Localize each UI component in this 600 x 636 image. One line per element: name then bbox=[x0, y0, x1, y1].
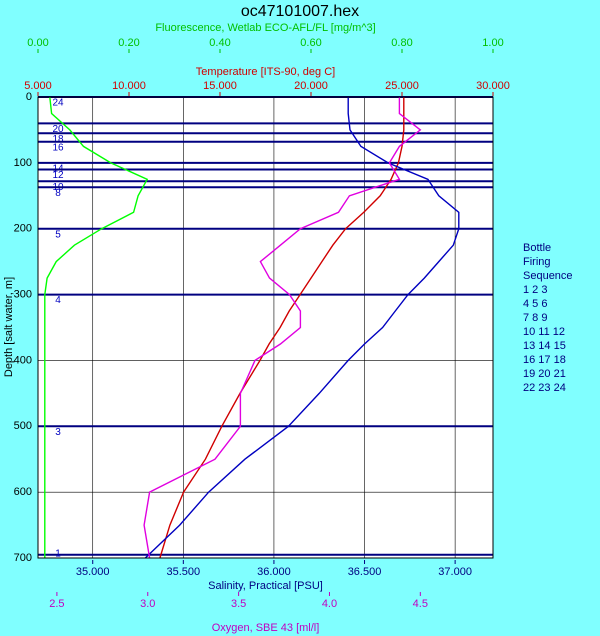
legend-text: Bottle bbox=[523, 242, 551, 254]
x-axis-label: Oxygen, SBE 43 [ml/l] bbox=[212, 622, 320, 634]
bottle-label: 20 bbox=[52, 124, 64, 135]
x-tick-label: 35.500 bbox=[166, 566, 200, 578]
bottle-label: 5 bbox=[55, 229, 61, 240]
x-tick-label: 2.5 bbox=[49, 598, 64, 610]
bottle-label: 18 bbox=[52, 134, 64, 145]
y-tick-label: 100 bbox=[14, 157, 32, 169]
x-tick-label: 36.500 bbox=[348, 566, 382, 578]
legend-text: 4 5 6 bbox=[523, 298, 547, 310]
x-tick-label: 0.20 bbox=[118, 37, 139, 49]
x-tick-label: 0.00 bbox=[27, 37, 48, 49]
legend-text: 7 8 9 bbox=[523, 312, 547, 324]
legend-text: 10 11 12 bbox=[523, 326, 565, 338]
profile-line bbox=[159, 97, 405, 559]
profile-line bbox=[144, 97, 460, 559]
bottle-label: 4 bbox=[55, 295, 61, 306]
x-tick-label: 0.40 bbox=[209, 37, 230, 49]
x-axis-label: Fluorescence, Wetlab ECO-AFL/FL [mg/m^3] bbox=[155, 22, 375, 34]
y-tick-label: 700 bbox=[14, 552, 32, 564]
x-tick-label: 4.5 bbox=[413, 598, 428, 610]
legend-text: Firing bbox=[523, 256, 551, 268]
y-tick-label: 0 bbox=[26, 91, 32, 103]
x-tick-label: 0.80 bbox=[391, 37, 412, 49]
legend-text: 16 17 18 bbox=[523, 354, 566, 366]
legend-text: 13 14 15 bbox=[523, 340, 566, 352]
profile-line bbox=[143, 97, 422, 559]
x-tick-label: 4.0 bbox=[322, 598, 337, 610]
chart-title: oc47101007.hex bbox=[241, 3, 359, 20]
x-tick-label: 37.000 bbox=[438, 566, 472, 578]
x-tick-label: 1.00 bbox=[482, 37, 503, 49]
bottle-label: 3 bbox=[55, 427, 61, 438]
y-tick-label: 500 bbox=[14, 420, 32, 432]
y-tick-label: 200 bbox=[14, 223, 32, 235]
x-tick-label: 3.5 bbox=[231, 598, 246, 610]
x-tick-label: 25.000 bbox=[385, 80, 419, 92]
y-tick-label: 300 bbox=[14, 288, 32, 300]
profile-line bbox=[44, 96, 149, 558]
x-tick-label: 10.000 bbox=[112, 80, 146, 92]
x-tick-label: 20.000 bbox=[294, 80, 328, 92]
x-tick-label: 30.000 bbox=[476, 80, 510, 92]
legend-text: 19 20 21 bbox=[523, 368, 566, 380]
x-tick-label: 3.0 bbox=[140, 598, 155, 610]
bottle-label: 16 bbox=[52, 142, 64, 153]
bottle-label: 8 bbox=[55, 188, 61, 199]
x-tick-label: 5.000 bbox=[24, 80, 52, 92]
x-axis-label: Salinity, Practical [PSU] bbox=[208, 580, 323, 592]
y-tick-label: 600 bbox=[14, 486, 32, 498]
x-tick-label: 36.000 bbox=[257, 566, 291, 578]
y-axis-label: Depth [salt water, m] bbox=[3, 277, 15, 377]
y-tick-label: 400 bbox=[14, 354, 32, 366]
plot-frame bbox=[37, 96, 494, 559]
legend-text: 22 23 24 bbox=[523, 382, 566, 394]
plot-area bbox=[38, 97, 493, 558]
bottle-label: 12 bbox=[52, 170, 64, 181]
legend-text: Sequence bbox=[523, 270, 573, 282]
legend-text: 1 2 3 bbox=[523, 284, 547, 296]
x-axis-label: Temperature [ITS-90, deg C] bbox=[196, 66, 335, 78]
x-tick-label: 15.000 bbox=[203, 80, 237, 92]
x-tick-label: 0.60 bbox=[300, 37, 321, 49]
x-tick-label: 35.000 bbox=[76, 566, 110, 578]
bottle-label: 1 bbox=[55, 549, 61, 560]
bottle-label: 24 bbox=[52, 98, 64, 109]
